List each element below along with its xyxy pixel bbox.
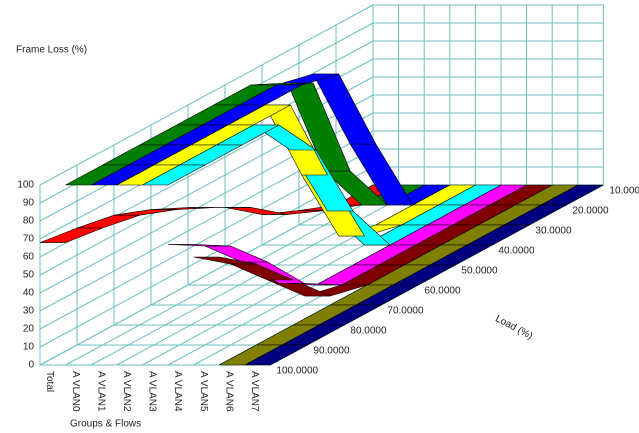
ribbon-segment <box>219 344 282 366</box>
y-tick-label: 80 <box>23 216 35 227</box>
z-axis-title: Load (%) <box>493 313 534 342</box>
x-tick-label: A VLAN2 <box>121 371 132 412</box>
x-tick-label: A VLAN4 <box>172 371 183 412</box>
y-tick-label: 100 <box>17 180 34 191</box>
x-tick-label: Total <box>44 371 55 392</box>
y-axis-title: Frame Loss (%) <box>16 45 87 56</box>
x-axis-title: Groups & Flows <box>70 419 141 430</box>
ribbon-segment <box>193 256 257 265</box>
y-tick-label: 10 <box>23 342 35 353</box>
left-wall-grid-line <box>39 4 374 186</box>
y-tick-label: 60 <box>23 252 35 263</box>
ribbon-segment <box>224 207 288 215</box>
z-tick-label: 80.0000 <box>350 326 387 337</box>
y-tick-label: 0 <box>28 360 34 371</box>
x-tick-label: A VLAN7 <box>249 371 260 412</box>
x-tick-label: A VLAN6 <box>223 371 234 412</box>
y-tick-label: 40 <box>23 288 35 299</box>
z-tick-label: 20.0000 <box>572 206 609 217</box>
y-tick-label: 50 <box>23 270 35 281</box>
y-tick-label: 90 <box>23 198 35 209</box>
z-tick-label: 70.0000 <box>387 306 424 317</box>
z-tick-label: 40.0000 <box>498 246 535 257</box>
z-tick-label: 100.0000 <box>276 366 318 377</box>
floor-group-line <box>39 184 374 366</box>
z-tick-label: 10.0000 <box>609 186 639 197</box>
ribbon-segment <box>65 164 129 186</box>
ribbon-segment <box>39 227 103 243</box>
x-tick-label: A VLAN3 <box>147 371 158 412</box>
x-tick-label: A VLAN0 <box>70 371 81 412</box>
x-tick-label: A VLAN5 <box>198 371 209 412</box>
z-tick-label: 50.0000 <box>461 266 498 277</box>
y-tick-label: 30 <box>23 306 35 317</box>
y-tick-label: 70 <box>23 234 35 245</box>
z-tick-label: 90.0000 <box>313 346 350 357</box>
ribbon-segment <box>167 244 231 247</box>
z-tick-label: 60.0000 <box>424 286 461 297</box>
z-tick-label: 30.0000 <box>535 226 572 237</box>
y-tick-label: 20 <box>23 324 35 335</box>
x-tick-label: A VLAN1 <box>95 371 106 412</box>
